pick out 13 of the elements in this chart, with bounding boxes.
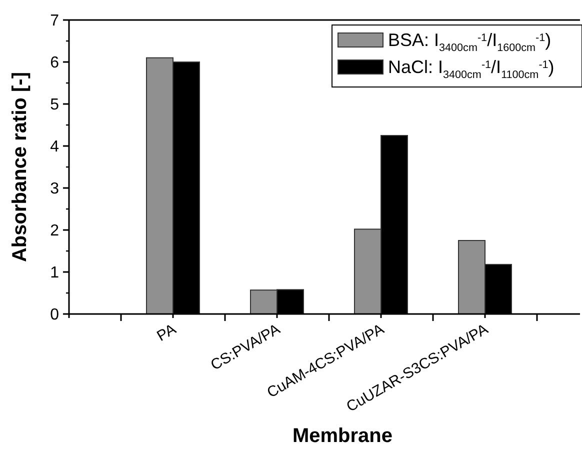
y-tick-label: 0 xyxy=(50,306,60,324)
y-tick-label: 2 xyxy=(50,222,60,240)
y-axis-title: Absorbance ratio [-] xyxy=(9,72,31,262)
y-tick-label: 4 xyxy=(50,138,60,156)
y-tick-label: 6 xyxy=(50,54,60,72)
y-tick-label: 1 xyxy=(50,264,60,282)
x-tick-label: PA xyxy=(154,320,179,345)
y-tick-label: 3 xyxy=(50,180,60,198)
y-tick-label: 7 xyxy=(50,12,60,30)
legend-label: NaCl: I$_{3400cm}$$^{-1}$/I$_{1100cm}$$^{-1}$) xyxy=(388,57,554,81)
x-axis-title: Membrane xyxy=(292,425,393,447)
legend-label: BSA: I$_{3400cm}$$^{-1}$/I$_{1600cm}$$^{-1}$) xyxy=(388,30,552,54)
y-tick-label: 5 xyxy=(50,96,60,114)
